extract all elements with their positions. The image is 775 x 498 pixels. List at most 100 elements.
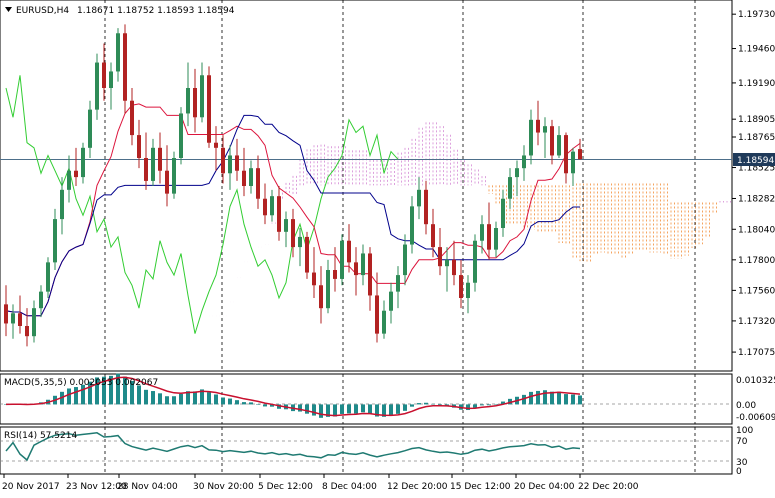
candle-body — [312, 272, 316, 286]
chikou-span-line — [5, 75, 399, 334]
candle-body — [375, 295, 379, 334]
price-tick-label: 1.18040 — [738, 225, 775, 235]
candle-body — [459, 275, 463, 298]
macd-bar — [557, 391, 561, 405]
candle-body — [249, 168, 253, 186]
candle-body — [571, 151, 575, 174]
candle-body — [382, 310, 386, 334]
candle-body — [501, 198, 505, 228]
macd-bar — [158, 393, 162, 405]
candle-body — [102, 62, 106, 88]
current-price-label: 1.18594 — [737, 156, 774, 166]
macd-bar — [396, 404, 400, 414]
candle-body — [4, 304, 8, 324]
macd-bar — [116, 373, 120, 405]
rsi-pane[interactable] — [0, 426, 733, 475]
price-tick-label: 1.17800 — [738, 256, 775, 266]
macd-bar — [550, 391, 554, 405]
time-grid — [104, 0, 696, 371]
macd-bar — [368, 404, 372, 414]
rsi-axis-100: 100 — [736, 426, 753, 436]
candle-body — [557, 135, 561, 156]
candle-body — [165, 170, 169, 194]
main-price-pane[interactable] — [0, 0, 733, 372]
macd-bar — [193, 391, 197, 405]
candle-body — [487, 224, 491, 250]
macd-bar — [102, 376, 106, 405]
macd-bar — [277, 404, 281, 409]
candle-body — [228, 155, 232, 174]
price-tick-label: 1.19460 — [738, 45, 775, 55]
time-tick-label: 12 Dec 20:00 — [387, 482, 448, 492]
candle-body — [207, 75, 211, 143]
macd-bar — [312, 404, 316, 416]
macd-bar — [151, 391, 155, 405]
macd-bar — [529, 391, 533, 405]
candle-body — [67, 170, 71, 190]
candle-body — [130, 100, 134, 136]
candle-body — [235, 155, 239, 171]
macd-bar — [298, 404, 302, 412]
macd-bar — [88, 381, 92, 405]
candle-body — [32, 308, 36, 337]
macd-bar — [354, 404, 358, 414]
macd-axis-bottom: -0.006096 — [736, 413, 775, 423]
macd-histogram — [4, 373, 582, 418]
time-tick-label: 28 Nov 04:00 — [117, 482, 178, 492]
macd-bar — [326, 404, 330, 417]
macd-bar — [165, 396, 169, 405]
candle-body — [417, 189, 421, 207]
macd-bar — [340, 404, 344, 414]
macd-bar — [130, 380, 134, 405]
candle-body — [53, 219, 57, 263]
candle-body — [354, 262, 358, 276]
candle-body — [466, 282, 470, 298]
candle-body — [277, 196, 281, 232]
macd-signal-line — [5, 376, 581, 417]
price-tick-label: 1.18765 — [738, 133, 775, 143]
macd-bar — [536, 390, 540, 405]
symbol-title: EURUSD,H4 — [16, 6, 69, 16]
macd-bar — [249, 402, 253, 405]
macd-bar — [123, 376, 127, 405]
current-price-box — [733, 153, 775, 166]
macd-bar — [270, 404, 274, 407]
time-tick-label: 20 Nov 2017 — [2, 482, 60, 492]
candle-body — [46, 262, 50, 292]
candle-body — [123, 33, 127, 101]
candle-body — [452, 259, 456, 276]
candle-body — [186, 88, 190, 114]
ichimoku-cloud — [271, 122, 731, 263]
macd-bar — [305, 404, 309, 414]
candle-body — [179, 113, 183, 158]
candle-body — [529, 119, 533, 156]
candle-body — [270, 196, 274, 216]
candle-body — [333, 270, 337, 279]
tenkan-sen-line — [5, 103, 581, 317]
macd-bar — [200, 389, 204, 405]
macd-bar — [74, 387, 78, 405]
macd-bar — [361, 404, 365, 413]
macd-axis-zero: 0.00 — [736, 401, 756, 411]
candle-body — [340, 240, 344, 279]
candle-body — [319, 285, 323, 309]
candle-body — [39, 291, 43, 309]
candle-body — [263, 198, 267, 216]
macd-bar — [109, 375, 113, 405]
rsi-axis-0: 0 — [736, 467, 742, 477]
macd-bar — [564, 394, 568, 405]
macd-bar — [473, 404, 477, 408]
candle-body — [347, 240, 351, 263]
price-tick-label: 1.19730 — [738, 10, 775, 20]
candle-body — [109, 71, 113, 88]
candle-body — [522, 155, 526, 169]
dropdown-arrow-icon[interactable] — [5, 7, 12, 12]
candle-body — [221, 147, 225, 174]
candle-body — [543, 126, 547, 133]
rsi-line — [5, 432, 581, 462]
macd-bar — [179, 393, 183, 405]
macd-bar — [480, 404, 484, 406]
candle-body — [438, 247, 442, 267]
macd-pane[interactable] — [0, 373, 733, 425]
